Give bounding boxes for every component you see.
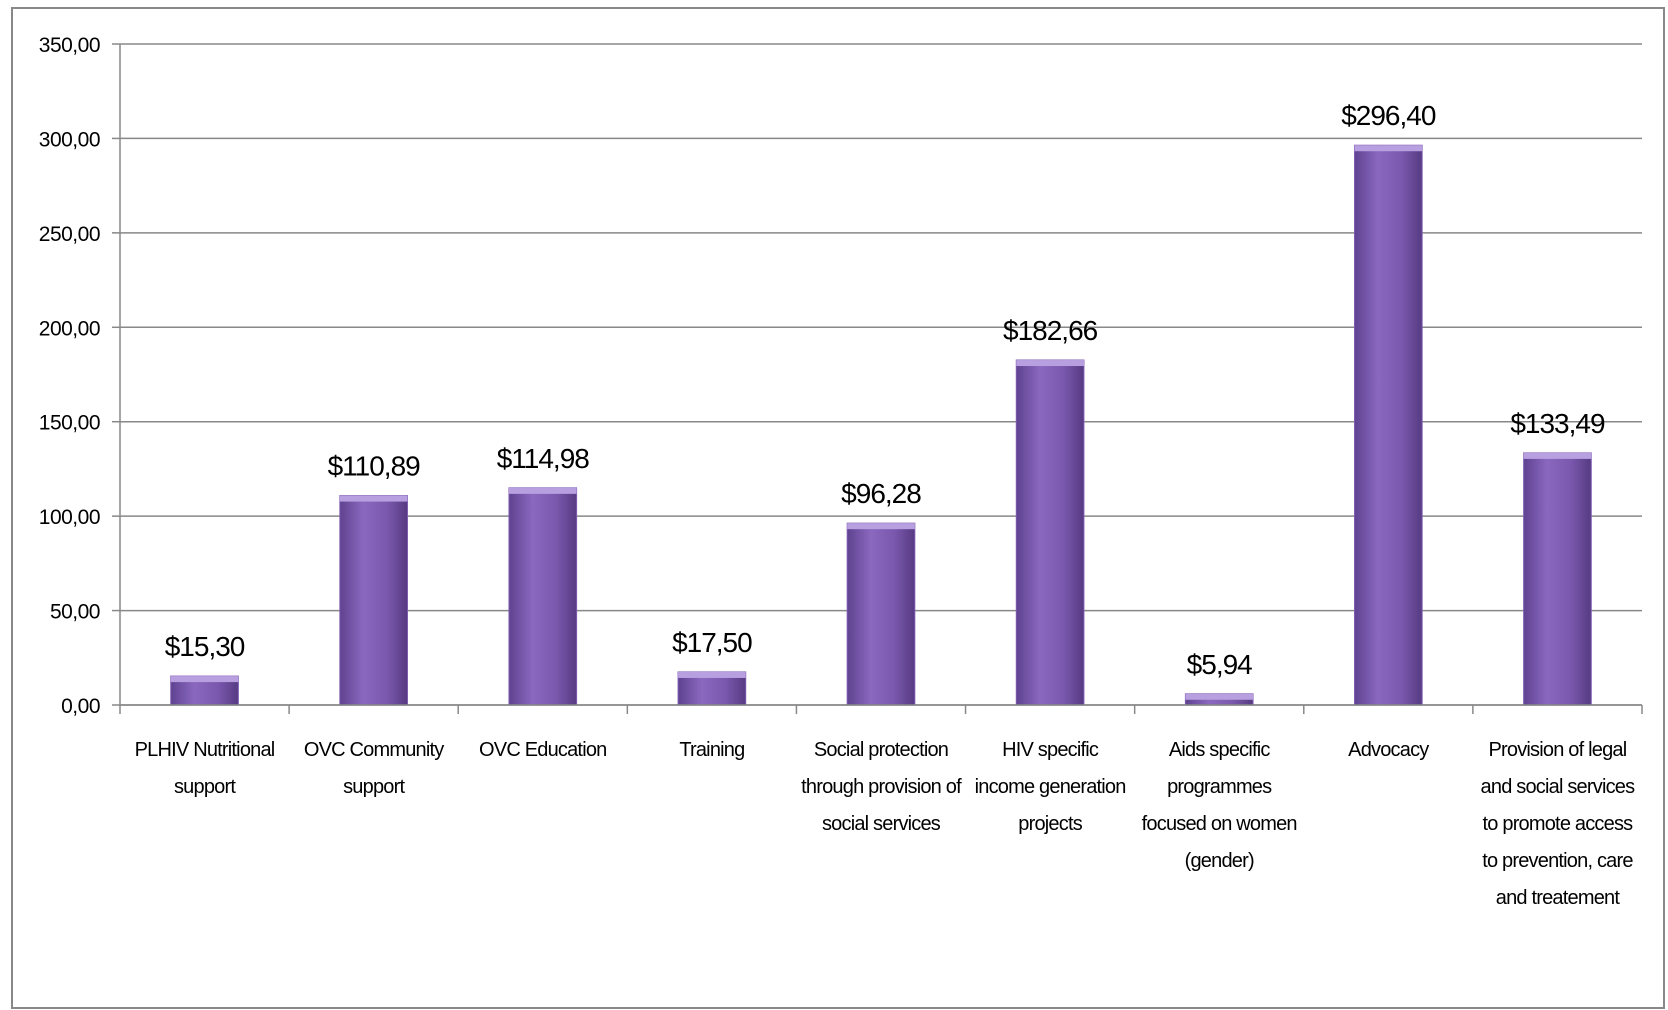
chart-frame [11,7,1665,1009]
data-label: $133,49 [1510,408,1605,439]
y-tick-label: 200,00 [39,317,100,340]
data-label: $182,66 [1003,315,1098,346]
bar [1015,359,1085,706]
data-label: $114,98 [497,443,590,474]
y-tick-label: 300,00 [39,128,100,151]
data-label: $17,50 [672,627,752,658]
x-tick-label: Provision of legal and social services t… [1480,739,1636,909]
bar-cap [508,487,577,494]
data-label: $296,40 [1341,100,1436,131]
bar-cap [678,671,746,678]
y-tick-label: 150,00 [39,412,100,435]
bar-cap [339,495,408,502]
bar-cap [1523,452,1592,459]
bar [508,487,578,706]
y-tick-label: 350,00 [39,34,100,57]
data-label: $5,94 [1187,649,1252,680]
y-tick-label: 50,00 [50,601,100,624]
x-tick-label: HIV specific income generation projects [974,739,1127,835]
bar-cap [847,523,915,530]
bar [1523,452,1592,706]
x-tick-label: Social protection through provision of s… [801,739,961,835]
bar [339,495,408,706]
bar [846,522,916,706]
x-tick-label: OVC Education [479,739,607,761]
y-tick-label: 0,00 [61,695,100,718]
x-tick-label: OVC Community support [303,739,444,798]
bar-cap [1354,145,1423,152]
x-tick-label: PLHIV Nutritional support [134,739,276,798]
bar-cap [170,676,239,683]
y-tick-label: 100,00 [39,506,100,529]
data-label: $15,30 [165,631,245,662]
x-tick-label: Training [679,739,745,761]
x-tick-label: Advocacy [1348,739,1429,761]
data-label: $110,89 [328,451,421,482]
x-tick-label: Aids specific programmes focused on wome… [1141,739,1298,872]
data-label: $96,28 [841,478,921,509]
bar-cap [1185,693,1254,700]
bar-cap [1016,360,1084,367]
y-tick-label: 250,00 [39,223,100,246]
bar [1354,144,1423,706]
